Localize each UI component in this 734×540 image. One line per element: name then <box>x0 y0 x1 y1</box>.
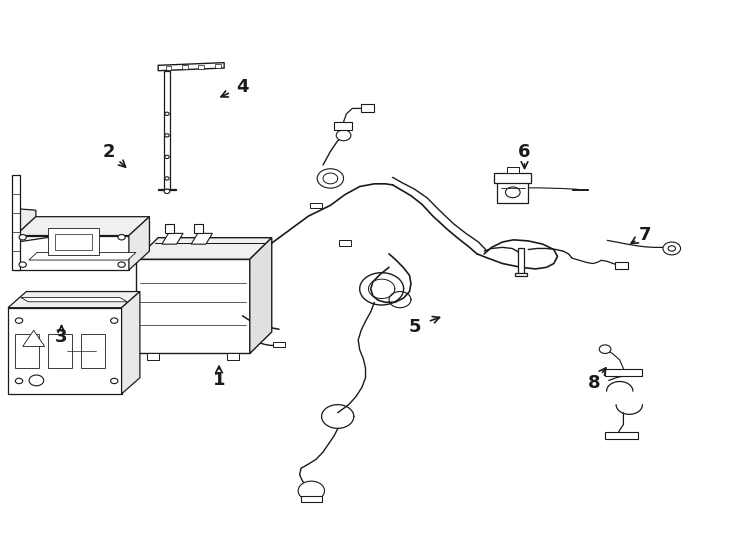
Polygon shape <box>334 122 352 130</box>
Polygon shape <box>55 234 92 250</box>
Text: 5: 5 <box>408 318 421 335</box>
Polygon shape <box>8 308 122 394</box>
Polygon shape <box>515 273 527 276</box>
Text: 7: 7 <box>639 226 652 244</box>
Polygon shape <box>159 189 175 190</box>
Circle shape <box>15 318 23 323</box>
Polygon shape <box>250 238 272 354</box>
Polygon shape <box>148 354 159 360</box>
Circle shape <box>165 156 170 159</box>
Polygon shape <box>572 189 588 190</box>
Circle shape <box>298 481 324 501</box>
Polygon shape <box>48 228 99 255</box>
Polygon shape <box>194 224 203 233</box>
Circle shape <box>336 130 351 141</box>
Polygon shape <box>182 65 188 69</box>
Text: 6: 6 <box>518 143 531 160</box>
Text: 2: 2 <box>103 143 115 160</box>
Polygon shape <box>498 182 528 202</box>
Polygon shape <box>81 334 105 368</box>
Polygon shape <box>506 166 519 173</box>
Polygon shape <box>165 224 173 233</box>
Circle shape <box>111 378 118 383</box>
Polygon shape <box>495 173 531 184</box>
Polygon shape <box>166 66 172 70</box>
Circle shape <box>165 177 170 180</box>
Polygon shape <box>605 369 642 376</box>
Polygon shape <box>605 431 638 438</box>
Polygon shape <box>198 65 204 69</box>
Polygon shape <box>273 342 285 347</box>
Polygon shape <box>310 202 321 208</box>
Polygon shape <box>15 217 150 235</box>
Polygon shape <box>339 240 351 246</box>
Text: 1: 1 <box>213 372 225 389</box>
Polygon shape <box>8 292 140 308</box>
Polygon shape <box>15 208 36 235</box>
Circle shape <box>164 189 170 193</box>
Polygon shape <box>159 63 224 71</box>
Text: 8: 8 <box>588 374 600 392</box>
Polygon shape <box>215 64 221 68</box>
Polygon shape <box>15 334 39 368</box>
Polygon shape <box>48 334 72 368</box>
Polygon shape <box>15 235 129 270</box>
Polygon shape <box>164 71 170 189</box>
Text: 3: 3 <box>55 328 68 346</box>
Polygon shape <box>122 292 140 394</box>
Polygon shape <box>12 175 21 270</box>
Polygon shape <box>137 259 250 354</box>
Polygon shape <box>361 104 374 112</box>
Polygon shape <box>614 262 628 269</box>
Polygon shape <box>227 354 239 360</box>
Circle shape <box>506 187 520 198</box>
Circle shape <box>165 112 170 116</box>
Circle shape <box>663 242 680 255</box>
Text: 4: 4 <box>236 78 249 96</box>
Polygon shape <box>191 233 212 244</box>
Circle shape <box>111 318 118 323</box>
Circle shape <box>15 378 23 383</box>
Circle shape <box>668 246 675 251</box>
Circle shape <box>118 262 126 267</box>
Polygon shape <box>129 217 150 270</box>
Circle shape <box>29 375 44 386</box>
Polygon shape <box>23 330 45 347</box>
Polygon shape <box>36 221 150 251</box>
Circle shape <box>19 262 26 267</box>
Polygon shape <box>301 496 321 502</box>
Circle shape <box>19 234 26 240</box>
Polygon shape <box>137 238 272 259</box>
Circle shape <box>118 234 126 240</box>
Polygon shape <box>29 253 136 260</box>
Circle shape <box>599 345 611 354</box>
Polygon shape <box>21 298 127 302</box>
Polygon shape <box>518 248 524 275</box>
Circle shape <box>165 134 170 137</box>
Polygon shape <box>162 233 183 244</box>
